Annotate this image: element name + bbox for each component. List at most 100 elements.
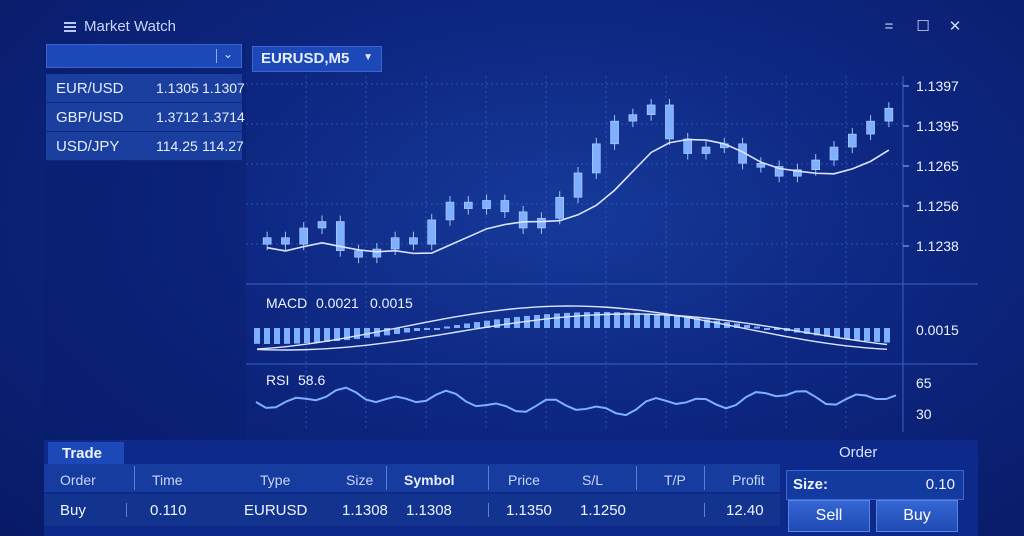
macd-bar	[764, 328, 770, 330]
macd-bar	[834, 328, 840, 338]
buy-button[interactable]: Buy	[876, 500, 958, 532]
quote-ask: 114.27	[202, 138, 244, 154]
sell-button[interactable]: Sell	[788, 500, 870, 532]
macd-bar	[864, 328, 870, 342]
minimize-icon[interactable]: =	[884, 18, 894, 35]
rsi-value: 58.6	[298, 372, 325, 388]
quote-row-gbpusd[interactable]: GBP/USD 1.3712 1.3714	[46, 103, 245, 132]
col-profit[interactable]: Profit	[732, 472, 765, 488]
macd-bar	[404, 328, 410, 333]
chart-grid	[246, 76, 978, 432]
quote-row-usdjpy[interactable]: USD/JPY 114.25 114.27	[46, 132, 244, 161]
chart-symbol-tab[interactable]: EURUSD,M5 ▼	[252, 46, 382, 72]
trade-row[interactable]	[44, 494, 780, 526]
cell-sl: 1.1250	[580, 502, 626, 519]
macd-bar	[774, 328, 780, 330]
size-value: 0.10	[925, 476, 955, 493]
col-time[interactable]: Time	[152, 472, 183, 488]
price-tick-label: 1.1397	[916, 78, 959, 94]
macd-bar	[314, 328, 320, 343]
candle-body	[372, 248, 382, 258]
symbol-select[interactable]: ⌄	[46, 44, 242, 68]
cell-price: 1.1350	[506, 502, 552, 519]
candle-body	[847, 133, 857, 148]
column-divider	[488, 466, 489, 490]
price-tick-label: 1.1265	[916, 158, 959, 174]
size-field[interactable]: Size: 0.10	[786, 470, 964, 500]
candle-body	[299, 227, 309, 245]
candle-body	[591, 143, 601, 174]
chevron-down-icon[interactable]: ⌄	[222, 47, 233, 61]
macd-value-1: 0.0021	[316, 295, 359, 311]
trade-table-header	[44, 464, 780, 492]
macd-bar	[494, 319, 500, 328]
quote-symbol: EUR/USD	[56, 80, 124, 97]
macd-bar	[844, 328, 850, 340]
col-sl[interactable]: S/L	[582, 472, 604, 488]
col-order[interactable]: Order	[60, 472, 96, 488]
select-divider	[216, 49, 217, 63]
macd-bar	[584, 312, 590, 328]
quote-row-eurusd[interactable]: EUR/USD 1.1305 1.1307	[46, 74, 245, 103]
macd-bar	[384, 328, 390, 336]
macd-bar	[574, 312, 580, 328]
close-icon[interactable]: ✕	[948, 18, 962, 35]
candle-body	[500, 200, 510, 213]
macd-bar	[874, 328, 880, 342]
macd-bar	[814, 328, 820, 336]
macd-bar	[254, 328, 260, 344]
candle-body	[317, 221, 327, 229]
macd-bar	[504, 318, 510, 328]
macd-bar	[684, 316, 690, 328]
macd-bar	[484, 320, 490, 328]
macd-bar	[554, 313, 560, 328]
title-bar: Market Watch = ☐ ✕	[44, 14, 978, 42]
macd-bar	[344, 328, 350, 341]
macd-bar	[884, 328, 890, 343]
list-icon	[64, 22, 76, 33]
candle-body	[445, 201, 455, 221]
quote-symbol: USD/JPY	[56, 138, 120, 155]
macd-bar	[664, 314, 670, 328]
moving-average-line	[267, 138, 890, 255]
macd-bar	[364, 328, 370, 338]
candle-body	[793, 169, 802, 177]
maximize-icon[interactable]: ☐	[916, 18, 930, 35]
macd-bar	[794, 328, 800, 333]
macd-bar	[464, 323, 470, 328]
candle-body	[463, 201, 473, 209]
size-label: Size:	[793, 476, 829, 493]
tab-trade[interactable]: Trade	[48, 442, 124, 464]
chart-area[interactable]: 1.1397 1.1395 1.1265 1.1256 1.1238 MACD 0.00…	[246, 72, 978, 440]
macd-bar	[354, 328, 360, 340]
rsi-line	[255, 386, 897, 417]
market-watch-panel: ⌄ EUR/USD 1.1305 1.1307 GBP/USD 1.3712 1…	[44, 44, 246, 440]
candle-body	[683, 138, 693, 154]
quote-bid: 1.3712	[156, 109, 199, 125]
quote-bid: 114.25	[156, 138, 198, 154]
candle-body	[665, 104, 674, 140]
macd-bar	[394, 328, 400, 334]
tab-trade-label: Trade	[62, 445, 103, 462]
price-tick-label: 1.1395	[916, 118, 959, 134]
col-size[interactable]: Size	[346, 472, 374, 488]
candle-body	[701, 146, 711, 154]
macd-bar	[424, 328, 430, 330]
col-price[interactable]: Price	[508, 472, 540, 488]
cell-type: EURUSD	[244, 502, 308, 519]
quote-ask: 1.1307	[202, 80, 245, 96]
macd-bar	[444, 326, 450, 329]
macd-bar	[804, 328, 810, 334]
candle-body	[829, 146, 839, 161]
rsi-tick-65: 65	[916, 375, 932, 391]
macd-label: MACD	[266, 295, 307, 311]
macd-bar	[264, 328, 270, 344]
col-symbol[interactable]: Symbol	[404, 472, 455, 488]
candle-body	[518, 211, 528, 229]
col-tp[interactable]: T/P	[664, 472, 686, 488]
macd-bar	[714, 320, 720, 328]
col-type[interactable]: Type	[260, 472, 291, 488]
price-chart[interactable]: 1.1397 1.1395 1.1265 1.1256 1.1238 MACD 0.00…	[246, 72, 978, 440]
chevron-down-icon[interactable]: ▼	[363, 52, 373, 63]
